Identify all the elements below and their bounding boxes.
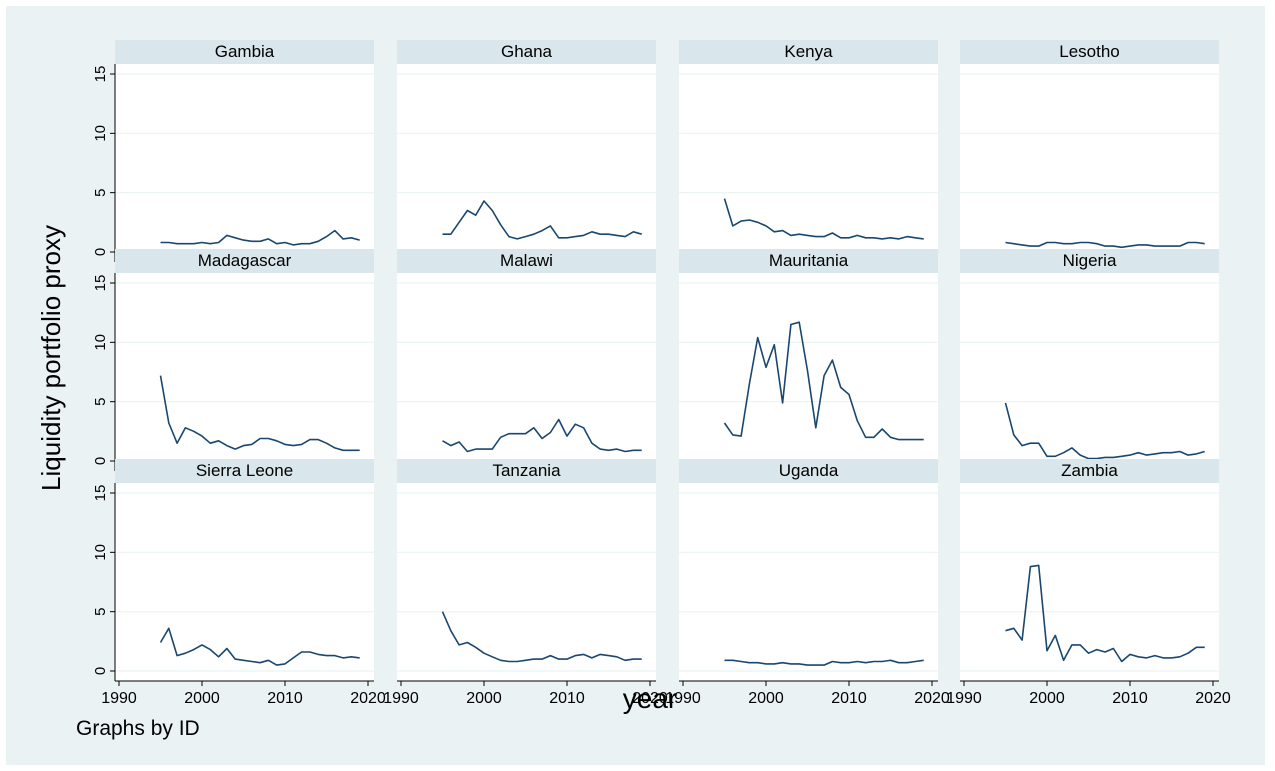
panel-title: Zambia bbox=[1061, 461, 1118, 480]
panel-gambia: Gambia 0 5 10 15 bbox=[92, 40, 374, 262]
panel-plot-area bbox=[960, 273, 1219, 471]
y-axis-label: Liquidity portfolio proxy bbox=[36, 225, 66, 491]
series-line bbox=[442, 200, 642, 240]
panel-header bbox=[679, 459, 938, 483]
y-tick-label: 5 bbox=[92, 397, 109, 405]
x-tick-label: 2010 bbox=[1112, 690, 1148, 707]
panel-title: Tanzania bbox=[492, 461, 561, 480]
panel-uganda: Uganda 1990 2000 2010 2020 bbox=[665, 459, 950, 707]
y-tick-label: 0 bbox=[92, 248, 109, 256]
panels-group: Gambia 0 5 10 15 Ghana Kenya Lesotho Madagascar 0… bbox=[92, 40, 1231, 707]
panel-mauritania: Mauritania bbox=[679, 249, 938, 471]
series-line bbox=[724, 659, 924, 666]
panel-plot-area bbox=[397, 273, 656, 471]
panel-plot-area bbox=[679, 273, 938, 471]
panel-tanzania: Tanzania 1990 2000 2010 2020 bbox=[383, 459, 668, 707]
x-tick-label: 2010 bbox=[267, 690, 303, 707]
x-tick-label: 2020 bbox=[914, 690, 950, 707]
series-line bbox=[160, 229, 360, 246]
y-tick-label: 0 bbox=[92, 457, 109, 465]
panel-plot-area bbox=[115, 273, 374, 471]
panel-title: Mauritania bbox=[769, 251, 849, 270]
x-tick-label: 2020 bbox=[1195, 690, 1231, 707]
x-tick-label: 1990 bbox=[946, 690, 982, 707]
panel-title: Gambia bbox=[215, 42, 275, 61]
panel-title: Lesotho bbox=[1059, 42, 1120, 61]
y-tick-label: 0 bbox=[92, 667, 109, 675]
series-line bbox=[723, 321, 924, 441]
panel-kenya: Kenya bbox=[679, 40, 938, 262]
y-tick-label: 10 bbox=[92, 334, 109, 351]
panel-title: Madagascar bbox=[198, 251, 292, 270]
panel-header bbox=[115, 249, 374, 273]
panel-header bbox=[397, 40, 656, 64]
x-tick-label: 2000 bbox=[466, 690, 502, 707]
panel-zambia: Zambia 1990 2000 2010 2020 bbox=[946, 459, 1231, 707]
series-line bbox=[1004, 402, 1205, 460]
x-tick-label: 2000 bbox=[748, 690, 784, 707]
graphs-by-note: Graphs by ID bbox=[76, 717, 200, 740]
y-tick-label: 5 bbox=[92, 607, 109, 615]
series-line bbox=[441, 611, 642, 663]
panel-plot-area bbox=[679, 483, 938, 681]
x-tick-label: 2020 bbox=[632, 690, 668, 707]
panel-header bbox=[679, 40, 938, 64]
x-tick-label: 2020 bbox=[350, 690, 386, 707]
panel-title: Nigeria bbox=[1063, 251, 1117, 270]
panel-title: Kenya bbox=[784, 42, 833, 61]
series-line bbox=[1005, 241, 1205, 249]
panel-title: Uganda bbox=[779, 461, 839, 480]
panel-ghana: Ghana bbox=[397, 40, 656, 262]
x-axis-label: year bbox=[623, 683, 677, 714]
panel-header bbox=[397, 459, 656, 483]
y-tick-label: 10 bbox=[92, 125, 109, 142]
panel-title: Ghana bbox=[501, 42, 553, 61]
x-tick-label: 2000 bbox=[184, 690, 220, 707]
panel-header bbox=[960, 459, 1219, 483]
panel-nigeria: Nigeria bbox=[960, 249, 1219, 471]
x-tick-label: 2000 bbox=[1029, 690, 1065, 707]
series-line bbox=[442, 418, 642, 453]
x-tick-label: 1990 bbox=[101, 690, 137, 707]
y-tick-label: 15 bbox=[92, 275, 109, 292]
panel-header bbox=[115, 40, 374, 64]
panel-plot-area bbox=[115, 483, 374, 681]
panel-sierra-leone: Sierra Leone 0 5 10 15 1990 2000 2010 2020 bbox=[92, 459, 386, 707]
panel-malawi: Malawi bbox=[397, 249, 656, 471]
x-tick-label: 2010 bbox=[549, 690, 585, 707]
y-tick-label: 15 bbox=[92, 66, 109, 83]
y-tick-label: 10 bbox=[92, 544, 109, 561]
panel-lesotho: Lesotho bbox=[960, 40, 1219, 262]
panel-plot-area bbox=[960, 64, 1219, 262]
panel-madagascar: Madagascar 0 5 10 15 bbox=[92, 249, 374, 471]
panel-header bbox=[115, 459, 374, 483]
x-tick-label: 1990 bbox=[383, 690, 419, 707]
panel-plot-area bbox=[397, 483, 656, 681]
panel-header bbox=[679, 249, 938, 273]
y-tick-label: 15 bbox=[92, 485, 109, 502]
y-tick-label: 5 bbox=[92, 188, 109, 196]
series-line bbox=[1005, 564, 1205, 663]
panel-header bbox=[960, 40, 1219, 64]
series-line bbox=[159, 375, 360, 452]
panel-plot-area bbox=[679, 64, 938, 262]
panel-plot-area bbox=[960, 483, 1219, 681]
x-tick-label: 2010 bbox=[831, 690, 867, 707]
series-line bbox=[159, 627, 360, 666]
panel-header bbox=[397, 249, 656, 273]
panel-title: Sierra Leone bbox=[196, 461, 293, 480]
panel-plot-area bbox=[115, 64, 374, 262]
panel-header bbox=[960, 249, 1219, 273]
series-line bbox=[723, 198, 924, 240]
x-tick-label: 1990 bbox=[665, 690, 701, 707]
panel-title: Malawi bbox=[500, 251, 553, 270]
panel-plot-area bbox=[397, 64, 656, 262]
